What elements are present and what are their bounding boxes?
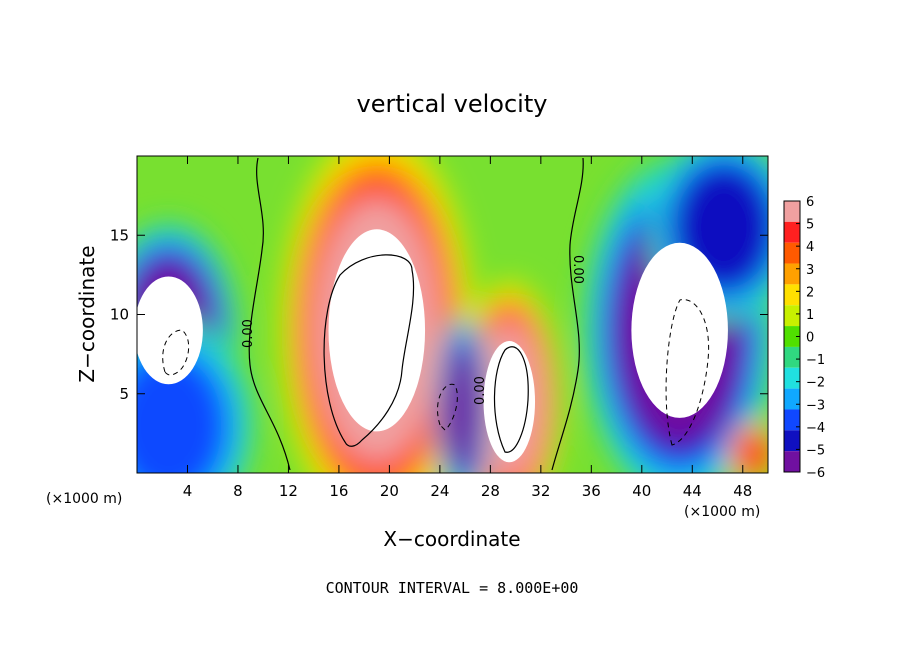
contour-interval-note: CONTOUR INTERVAL = 8.000E+00 [326, 579, 579, 597]
colorbar-swatch [784, 326, 800, 347]
colorbar-tick-label: −2 [806, 376, 825, 391]
colorbar-swatch [784, 284, 800, 306]
colorbar-tick-label: 1 [806, 308, 814, 323]
colorbar-swatch [784, 409, 800, 431]
downdraft-contour [162, 329, 190, 376]
colorbar-tick-label: 4 [806, 240, 814, 255]
x-tick-label: 12 [279, 482, 298, 500]
field-band [735, 432, 768, 473]
colorbar-swatch [784, 430, 800, 452]
colorbar-swatch [784, 201, 800, 222]
updraft-contour [493, 346, 529, 453]
off-scale-core [137, 276, 203, 385]
colorbar-swatch [784, 346, 800, 368]
x-tick-label: 20 [380, 482, 399, 500]
contour-label: 0.00 [570, 255, 585, 284]
x-axis: 4 8 12 16 20 24 28 32 36 40 44 48 [183, 156, 752, 500]
plot-area: 0.00 0.00 0.00 [137, 156, 768, 473]
y-tick-label: 15 [110, 226, 129, 244]
colorbar-tick-label: −4 [806, 421, 825, 436]
x-tick-label: 44 [683, 482, 702, 500]
contour-label: 0.00 [241, 319, 256, 348]
zero-contour-line [248, 157, 291, 471]
colorbar-tick-label: 0 [806, 331, 814, 346]
colorbar-swatch [784, 242, 800, 264]
x-tick-label: 28 [481, 482, 500, 500]
x-tick-label: 48 [733, 482, 752, 500]
zero-contour-line [551, 157, 584, 471]
off-scale-core [328, 229, 426, 432]
updraft-contour [323, 254, 415, 447]
y-tick-label: 10 [110, 306, 129, 324]
y-axis: 5 10 15 [110, 226, 768, 403]
x-tick-label: 32 [531, 482, 550, 500]
colorbar-tick-label: −6 [806, 466, 825, 481]
x-tick-label: 24 [430, 482, 449, 500]
field-band [444, 347, 481, 472]
colorbar-swatch [784, 263, 800, 285]
downdraft-contour [437, 383, 458, 431]
contour-label: 0.00 [473, 376, 488, 405]
x-tick-label: 36 [582, 482, 601, 500]
x-tick-label: 8 [233, 482, 243, 500]
colorbar-tick-label: 3 [806, 263, 814, 278]
chart-title: vertical velocity [357, 90, 548, 118]
colorbar-swatch [784, 367, 800, 389]
colorbar-tick-label: 5 [806, 218, 814, 233]
y-axis-label: Z−coordinate [75, 245, 99, 382]
x-tick-label: 4 [183, 482, 193, 500]
x-unit-label-right: (×1000 m) [684, 504, 760, 520]
colorbar-swatch [784, 305, 800, 327]
y-tick-label: 5 [119, 385, 129, 403]
colorbar-swatch [784, 451, 800, 472]
colorbar-tick-label: −3 [806, 398, 825, 413]
colorbar-swatch [784, 388, 800, 410]
colorbar-tick-label: 2 [806, 285, 814, 300]
off-scale-core [631, 242, 728, 418]
colorbar-tick-label: −1 [806, 353, 825, 368]
x-unit-label-left: (×1000 m) [46, 491, 122, 507]
colorbar-tick-label: −5 [806, 443, 825, 458]
colorbar-tick-label: 6 [806, 195, 814, 210]
x-tick-label: 40 [632, 482, 651, 500]
x-axis-label: X−coordinate [383, 527, 520, 551]
x-tick-label: 16 [329, 482, 348, 500]
colorbar: 6 5 4 3 2 1 0 −1 −2 −3 −4 −5 −6 [783, 195, 825, 481]
colorbar-swatch [784, 221, 800, 243]
